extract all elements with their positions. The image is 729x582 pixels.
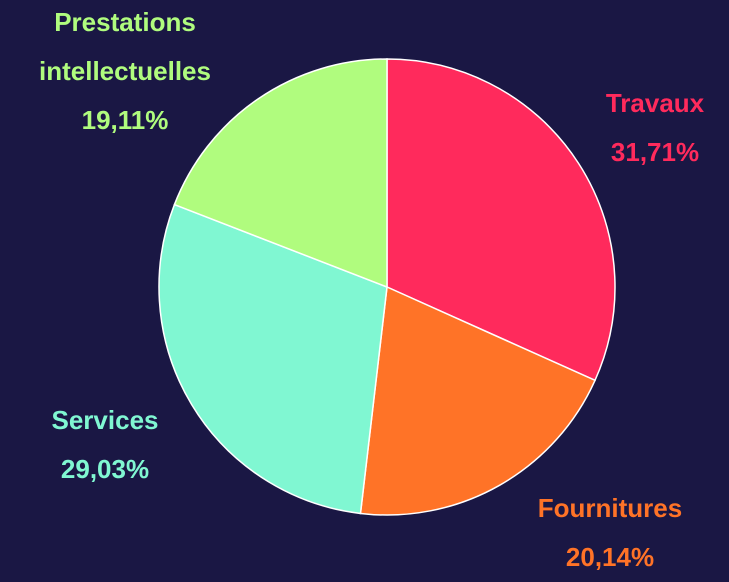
- slice-label: Fournitures 20,14%: [480, 484, 729, 582]
- value-label: 19,11%: [81, 105, 169, 135]
- pie-slice: [359, 285, 597, 516]
- pie-slice: [158, 203, 388, 515]
- category-label: Services: [51, 405, 159, 435]
- category-label: Travaux: [605, 88, 705, 118]
- slice-label: Services 29,03%: [0, 396, 235, 494]
- pie-slice: [173, 58, 388, 289]
- category-label: Fournitures: [537, 493, 683, 523]
- slice-label: Travaux 31,71%: [525, 79, 729, 177]
- value-label: 29,03%: [60, 454, 150, 484]
- slice-label: Prestations intellectuelles 19,11%: [0, 0, 255, 145]
- pie-slice: [386, 58, 616, 382]
- value-label: 20,14%: [565, 542, 655, 572]
- category-label: Prestations intellectuelles: [39, 7, 211, 86]
- value-label: 31,71%: [610, 137, 700, 167]
